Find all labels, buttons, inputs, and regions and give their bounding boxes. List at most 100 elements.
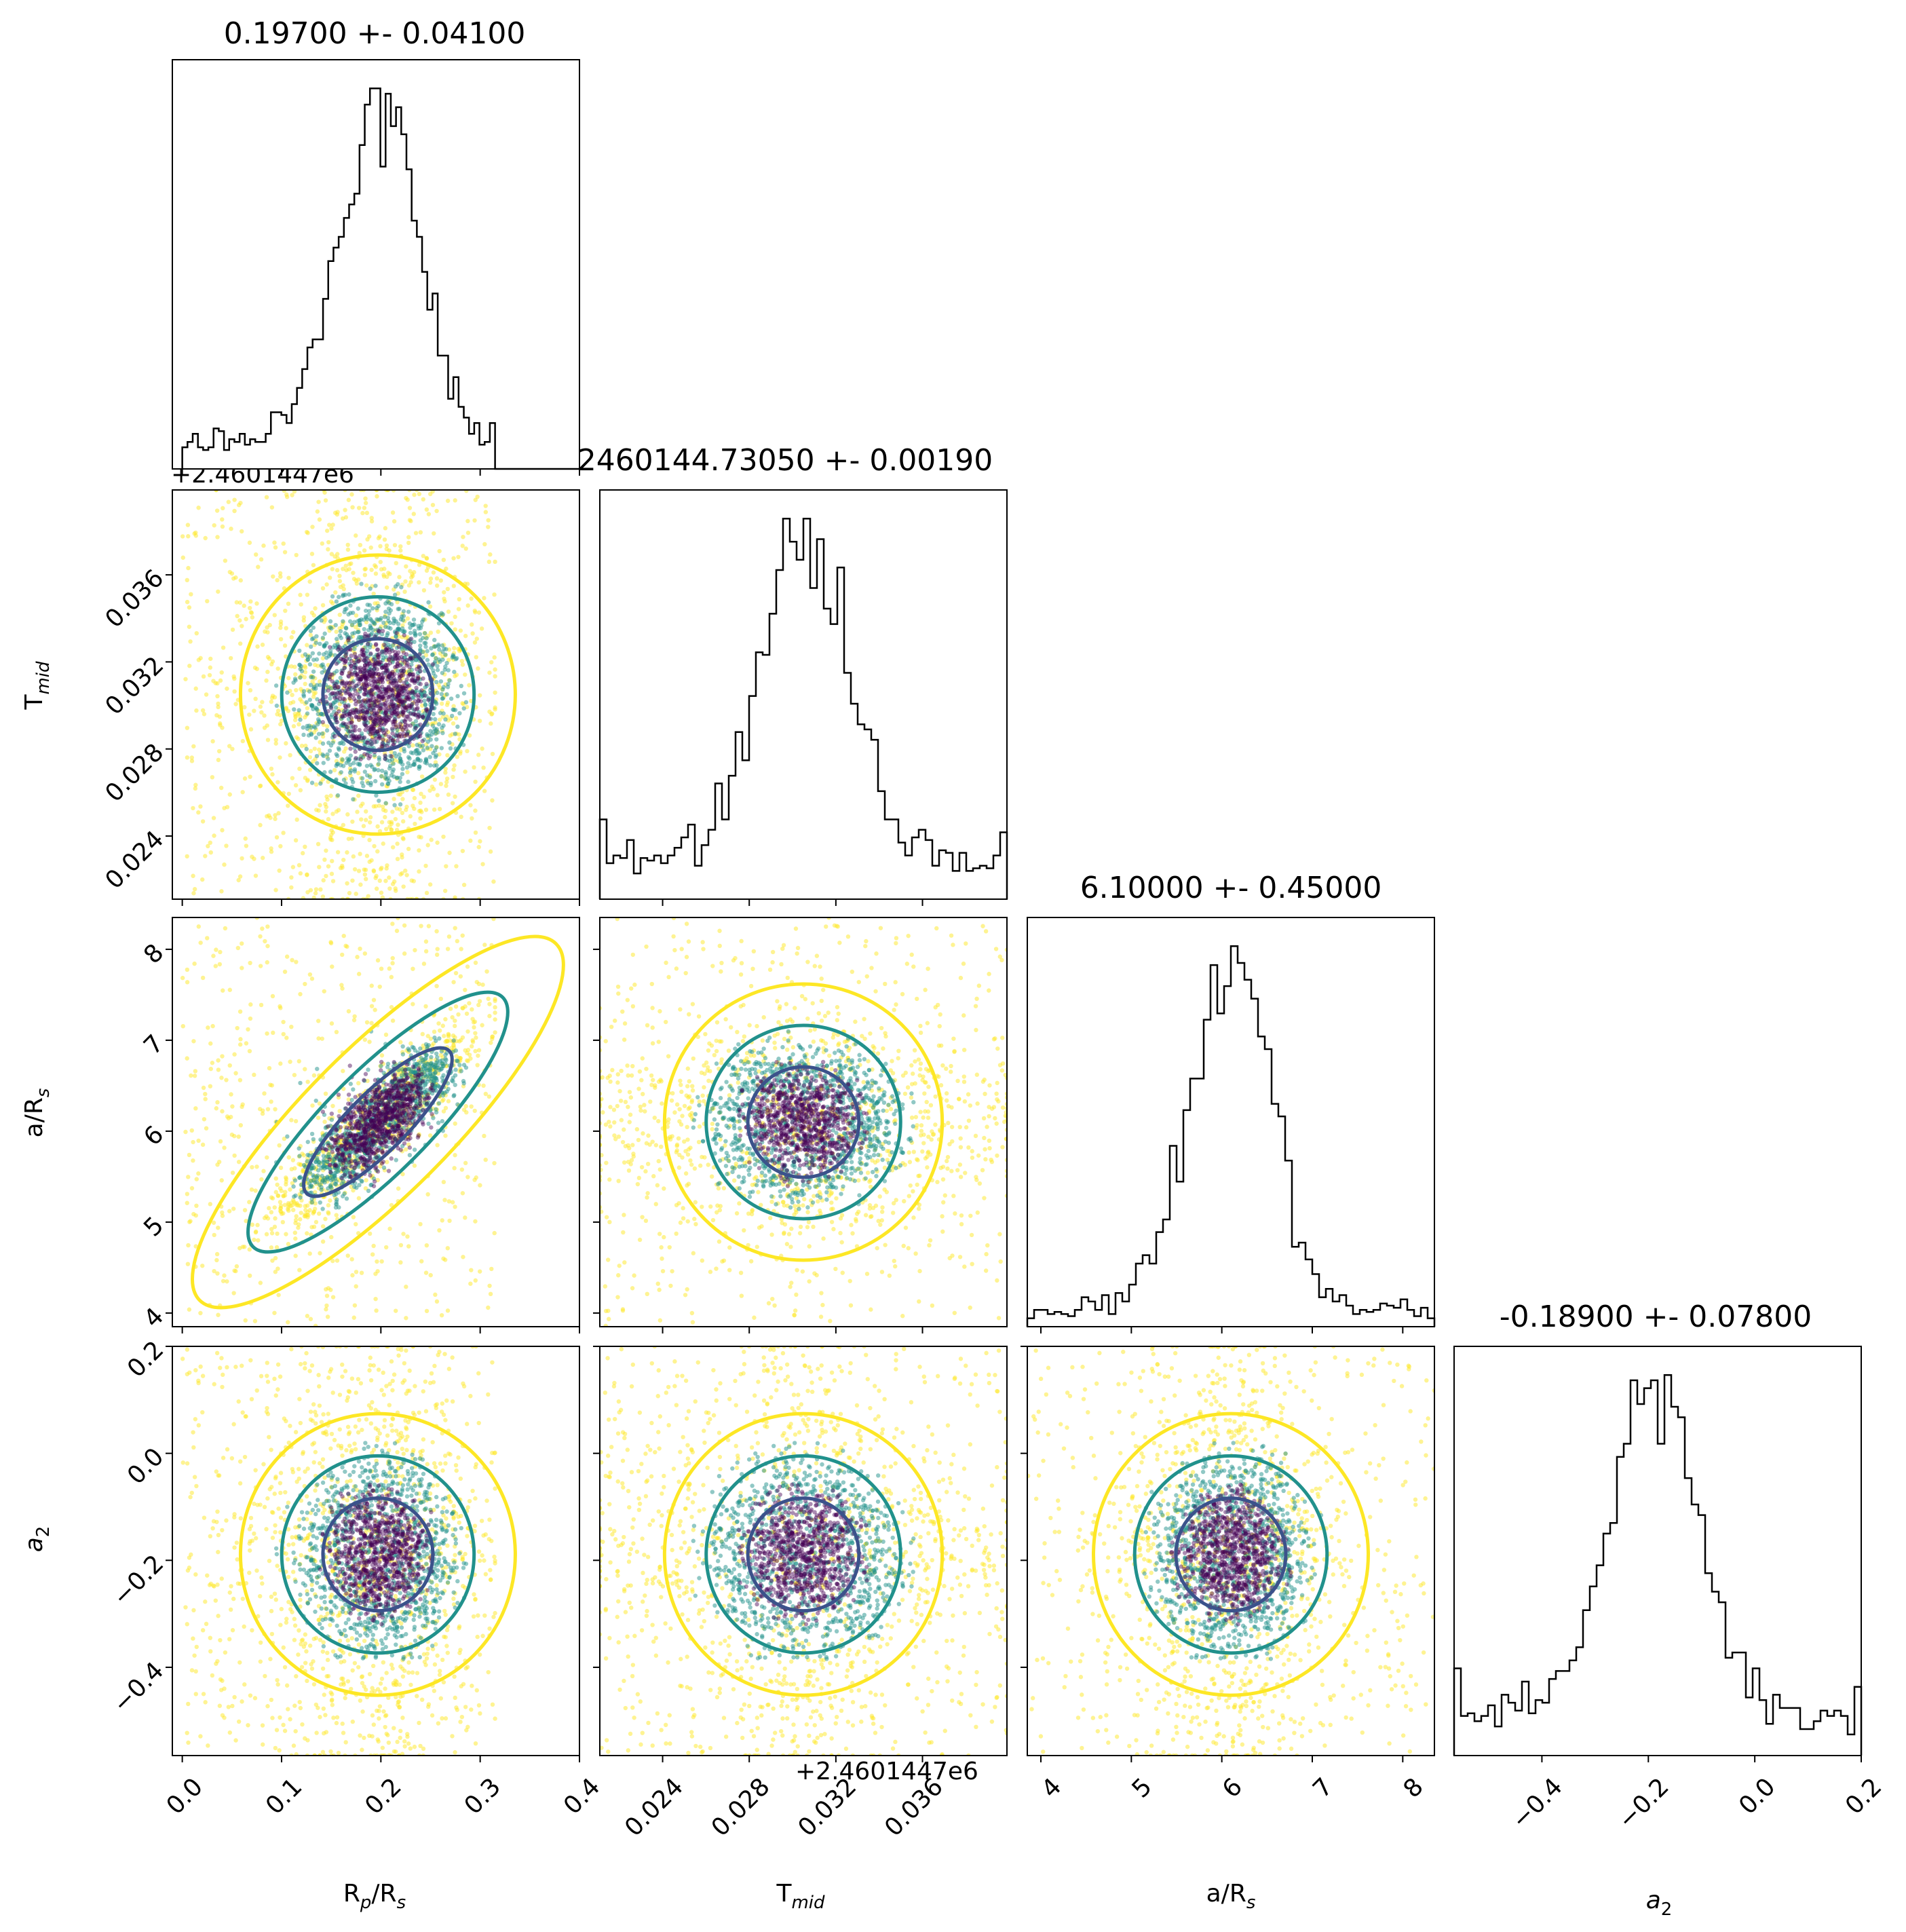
sample-point bbox=[354, 734, 358, 739]
sample-point bbox=[356, 793, 361, 798]
sample-point bbox=[379, 728, 385, 733]
sample-point bbox=[383, 666, 388, 670]
sample-point bbox=[324, 1303, 329, 1308]
sample-point bbox=[362, 666, 366, 671]
sample-point bbox=[444, 776, 450, 781]
sample-point bbox=[480, 862, 485, 867]
sample-point bbox=[310, 703, 315, 708]
sample-point bbox=[272, 695, 278, 700]
sample-point bbox=[360, 699, 365, 704]
sample-point bbox=[347, 721, 352, 725]
sample-point bbox=[417, 714, 421, 719]
sample-point bbox=[361, 681, 366, 686]
sample-point bbox=[387, 670, 393, 676]
sample-point bbox=[301, 725, 306, 730]
sample-point bbox=[385, 668, 390, 673]
sample-point bbox=[467, 733, 472, 738]
sample-point bbox=[364, 583, 369, 588]
sample-point bbox=[368, 774, 373, 780]
sample-point bbox=[371, 717, 376, 722]
sample-point bbox=[452, 669, 457, 675]
scatter-points bbox=[180, 917, 497, 1327]
sample-point bbox=[351, 724, 356, 729]
sample-point bbox=[398, 699, 402, 704]
sample-point bbox=[335, 679, 339, 684]
sample-point bbox=[284, 1232, 288, 1236]
sample-point bbox=[375, 849, 380, 854]
sample-point bbox=[265, 669, 270, 675]
sample-point bbox=[309, 552, 315, 556]
sample-point bbox=[377, 757, 382, 762]
sample-point bbox=[391, 738, 396, 742]
sample-point bbox=[431, 570, 436, 575]
sample-point bbox=[348, 711, 353, 717]
sample-point bbox=[187, 624, 192, 629]
sample-point bbox=[314, 634, 319, 639]
sample-point bbox=[396, 702, 402, 707]
sample-point bbox=[222, 1273, 227, 1278]
sample-point bbox=[313, 705, 318, 711]
sample-point bbox=[303, 844, 307, 850]
sample-point bbox=[307, 755, 313, 760]
sample-point bbox=[369, 567, 374, 572]
sample-point bbox=[367, 704, 373, 708]
sample-point bbox=[383, 713, 387, 718]
sample-point bbox=[362, 634, 367, 639]
sample-point bbox=[344, 680, 349, 685]
sample-point bbox=[397, 724, 402, 730]
sample-point bbox=[465, 1059, 470, 1063]
sample-point bbox=[412, 679, 417, 683]
sample-point bbox=[482, 943, 487, 947]
sample-point bbox=[267, 656, 272, 661]
sample-point bbox=[282, 1193, 288, 1198]
sample-point bbox=[373, 713, 378, 718]
sample-point bbox=[430, 723, 436, 728]
sample-point bbox=[189, 759, 195, 763]
sample-point bbox=[206, 844, 210, 849]
sample-point bbox=[328, 1198, 332, 1203]
sample-point bbox=[472, 1025, 476, 1030]
sample-point bbox=[191, 744, 196, 749]
sample-point bbox=[398, 544, 403, 549]
sample-point bbox=[381, 675, 385, 680]
sample-point bbox=[356, 681, 362, 686]
sample-point bbox=[363, 700, 368, 704]
sample-point bbox=[367, 645, 373, 650]
sample-point bbox=[373, 717, 378, 723]
sample-point bbox=[273, 888, 278, 892]
sample-point bbox=[222, 806, 227, 811]
sample-point bbox=[390, 810, 395, 814]
sample-point bbox=[351, 854, 356, 859]
sample-point bbox=[375, 660, 380, 666]
sample-point bbox=[384, 546, 389, 552]
sample-point bbox=[380, 692, 385, 696]
title-ars: 6.10000 +- 0.45000 bbox=[1080, 871, 1382, 905]
sample-point bbox=[349, 715, 354, 721]
sample-point bbox=[418, 699, 423, 704]
sample-point bbox=[390, 660, 395, 664]
sample-point bbox=[451, 707, 455, 712]
sample-point bbox=[350, 819, 355, 824]
sample-point bbox=[368, 651, 373, 656]
sample-point bbox=[362, 668, 367, 673]
sample-point bbox=[451, 1043, 456, 1048]
sample-point bbox=[212, 1232, 216, 1238]
sample-point bbox=[275, 577, 280, 583]
sample-point bbox=[362, 752, 367, 757]
sample-point bbox=[329, 526, 334, 531]
sample-point bbox=[425, 1192, 430, 1197]
sample-point bbox=[329, 871, 335, 876]
sample-point bbox=[376, 694, 381, 699]
sample-point bbox=[307, 689, 312, 694]
sample-point bbox=[247, 1200, 252, 1205]
sample-point bbox=[472, 640, 478, 645]
sample-point bbox=[216, 1312, 221, 1317]
sample-point bbox=[411, 721, 415, 726]
sample-point bbox=[252, 1319, 258, 1323]
sample-point bbox=[424, 708, 429, 713]
sample-point bbox=[369, 742, 374, 746]
sample-point bbox=[386, 571, 391, 575]
sample-point bbox=[421, 676, 425, 681]
sample-point bbox=[307, 579, 312, 584]
sample-point bbox=[336, 685, 341, 689]
